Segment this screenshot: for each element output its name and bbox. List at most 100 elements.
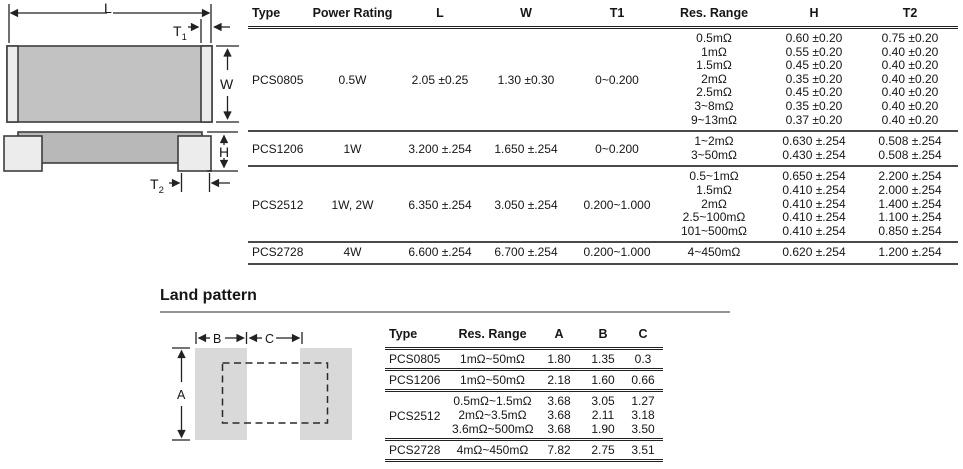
table-row: PCS0805 1mΩ~50mΩ 1.80 1.35 0.3 [385,349,663,370]
land-table-header: Type Res. Range A B C [385,322,663,349]
cell-res: 3.6mΩ~500mΩ [452,422,534,436]
cell-res: 4~450mΩ [687,245,741,260]
cell-t2: 0.40 ±0.20 [881,44,939,59]
table-row: PCS2728 4W 6.600 ±.254 6.700 ±.254 0.200… [248,242,958,264]
cell-a: 1.80 [547,352,571,366]
col-header-h: H [809,6,819,20]
land-pattern-table: Type Res. Range A B C PCS0805 1mΩ~50mΩ 1… [385,322,663,462]
land-pad-left [195,348,247,440]
cell-c: 3.51 [631,443,655,457]
table-row: 2.5~100mΩ 0.410 ±.254 1.100 ±.254 [248,211,958,225]
cell-h: 0.55 ±0.20 [785,44,843,59]
cell-l: 6.600 ±.254 [408,245,472,260]
col-header-type: Type [252,6,281,20]
cell-t2: 0.40 ±0.20 [881,71,939,86]
spec-group-pcs2512: PCS2512 1W, 2W 6.350 ±.254 3.050 ±.254 0… [248,166,958,242]
table-row: Type Power Rating L W T1 Res. Range H T2 [248,1,958,28]
cell-b: 3.05 [591,394,615,408]
table-row: 101~500mΩ 0.410 ±.254 0.850 ±.254 [248,223,958,243]
cell-t2: 0.508 ±.254 [878,147,942,162]
label-b: B [213,332,221,346]
land-group-pcs1206: PCS1206 1mΩ~50mΩ 2.18 1.60 0.66 [385,369,663,391]
cell-res: 0.5mΩ~1.5mΩ [453,394,532,408]
cell-c: 0.3 [634,352,652,366]
w-dimension: W [216,45,239,123]
cell-c: 3.18 [631,408,655,422]
land-pattern-title: Land pattern [160,287,257,304]
cell-res: 3~8mΩ [694,98,734,113]
b-dimension: B [195,332,248,346]
cell-type: PCS2512 [389,409,441,423]
label-h: H [219,144,229,160]
cell-t1: 0.200~1.000 [583,198,651,213]
land-group-pcs0805: PCS0805 1mΩ~50mΩ 1.80 1.35 0.3 [385,348,663,370]
land-group-pcs2512: PCS2512 0.5mΩ~1.5mΩ 3.68 3.05 1.27 2mΩ~3… [385,390,663,440]
land-group-pcs2728: PCS2728 4mΩ~450mΩ 7.82 2.75 3.51 [385,439,663,461]
cell-h: 0.410 ±.254 [782,223,846,238]
spec-group-pcs0805: PCS0805 0.5W 2.05 ±0.25 1.30 ±0.30 0~0.2… [248,27,958,132]
cell-t2: 0.40 ±0.20 [881,85,939,100]
cell-res: 2.5mΩ [696,85,732,100]
cell-res: 1.5mΩ [696,182,732,197]
cell-t2: 0.40 ±0.20 [881,112,939,127]
table-row: PCS2512 1W, 2W 6.350 ±.254 3.050 ±.254 0… [248,166,958,212]
top-view [6,45,213,123]
cell-type: PCS1206 [252,142,304,157]
h-dimension: H [207,131,238,172]
cell-res: 1mΩ~50mΩ [460,352,525,366]
spec-group-pcs1206: PCS1206 1W 3.200 ±.254 1.650 ±.254 0~0.2… [248,131,958,166]
table-row: PCS2728 4mΩ~450mΩ 7.82 2.75 3.51 [385,440,663,461]
table-row: PCS1206 1mΩ~50mΩ 2.18 1.60 0.66 [385,370,663,391]
cell-b: 1.35 [591,352,615,366]
a-dimension: A [172,347,190,441]
cell-t1: 0~0.200 [595,142,639,157]
cell-t2: 1.200 ±.254 [878,245,942,260]
cell-w: 1.650 ±.254 [494,142,558,157]
cell-t2: 0.508 ±.254 [878,134,942,149]
col-header-power: Power Rating [312,6,393,20]
component-dimension-diagram: L T1 W H [3,0,239,196]
cell-l: 3.200 ±.254 [408,142,472,157]
cell-type: PCS2728 [252,245,304,260]
col-header-res: Res. Range [679,6,749,20]
label-t2: T2 [150,176,164,196]
cell-t2: 0.40 ±0.20 [881,58,939,73]
label-w: W [220,76,234,92]
land-pad-right [300,348,352,440]
table-row: 2.5mΩ 0.45 ±0.20 0.40 ±0.20 [248,86,958,100]
table-row: Type Res. Range A B C [385,322,663,349]
cell-h: 0.37 ±0.20 [785,112,843,127]
cell-a: 7.82 [547,443,571,457]
table-row: 1.5mΩ 0.45 ±0.20 0.40 ±0.20 [248,59,958,73]
cell-h: 0.45 ±0.20 [785,58,843,73]
cell-res: 0.5~1mΩ [689,169,739,184]
cell-type: PCS1206 [389,373,441,387]
top-view-left-cap [6,45,19,123]
col-header-b: B [598,327,608,341]
side-view [3,131,212,172]
table-row: 1.5mΩ 0.410 ±.254 2.000 ±.254 [248,182,958,198]
cell-res: 101~500mΩ [680,223,748,238]
label-l: L [104,0,112,16]
table-row: PCS1206 1W 3.200 ±.254 1.650 ±.254 0~0.2… [248,131,958,157]
cell-b: 2.11 [591,408,615,422]
cell-res: 2mΩ [701,71,727,86]
col-header-c: C [638,327,648,341]
cell-c: 0.66 [631,373,655,387]
cell-t2: 1.400 ±.254 [878,196,942,211]
col-header-res: Res. Range [458,327,527,341]
cell-h: 0.35 ±0.20 [785,98,843,113]
cell-power: 1W [343,142,362,157]
table-row: 3.6mΩ~500mΩ 3.68 1.90 3.50 [385,422,663,440]
cell-type: PCS2512 [252,198,304,213]
table-row: 2mΩ 0.410 ±.254 1.400 ±.254 [248,196,958,212]
side-view-left-terminal [3,135,43,172]
table-row: 3~50mΩ 0.430 ±.254 0.508 ±.254 [248,147,958,167]
cell-t2: 0.75 ±0.20 [881,31,939,45]
spec-group-pcs2728: PCS2728 4W 6.600 ±.254 6.700 ±.254 0.200… [248,242,958,264]
cell-l: 6.350 ±.254 [408,198,472,213]
cell-h: 0.410 ±.254 [782,210,846,225]
label-a: A [177,388,186,402]
side-view-body [17,131,203,164]
cell-w: 3.050 ±.254 [494,198,558,213]
